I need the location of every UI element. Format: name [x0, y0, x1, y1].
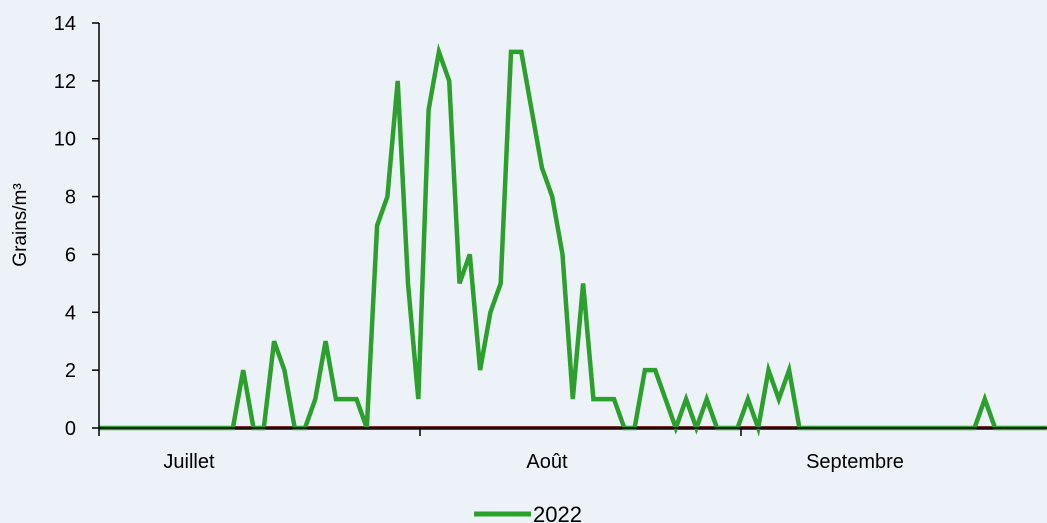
- y-tick-label: 4: [65, 302, 76, 324]
- x-month-label: Septembre: [806, 451, 904, 473]
- y-tick-label: 6: [65, 244, 76, 266]
- y-tick-label: 10: [54, 129, 76, 151]
- series-line-2022: [99, 43, 1047, 437]
- y-ticks: 0 2 4 6 8 10 12 14: [54, 13, 99, 440]
- y-tick-label: 12: [54, 71, 76, 93]
- x-month-label: Juillet: [163, 451, 215, 473]
- y-tick-label: 2: [65, 360, 76, 382]
- series-layer: [99, 43, 1047, 437]
- y-tick-label: 8: [65, 187, 76, 209]
- y-tick-label: 0: [65, 418, 76, 440]
- y-axis-label: Grains/m³: [10, 183, 31, 266]
- legend: 2022: [474, 502, 582, 523]
- x-month-label: Août: [526, 451, 568, 473]
- legend-label-2022: 2022: [533, 502, 582, 523]
- y-tick-label: 14: [54, 13, 76, 35]
- x-ticks: Juillet Août Septembre: [98, 428, 904, 473]
